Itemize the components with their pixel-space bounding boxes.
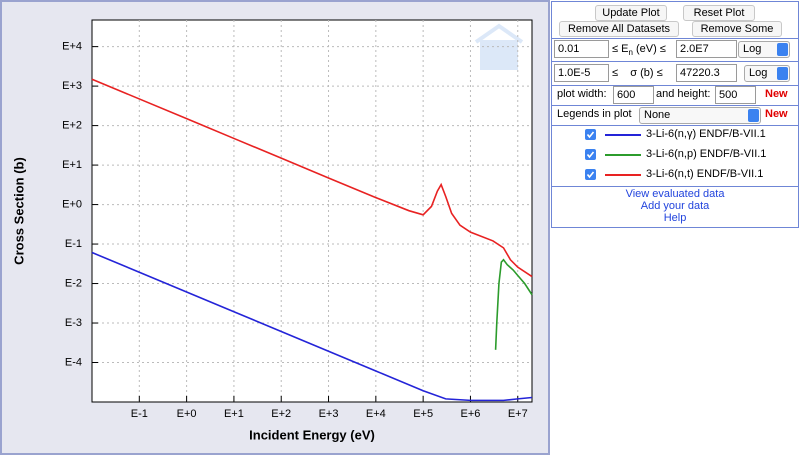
legend-swatch [605,154,641,156]
width-label: plot width: [557,88,607,100]
size-row: plot width: 600 and height: 500 New [552,85,798,106]
y-tick-label: E-3 [65,317,82,329]
width-input[interactable]: 600 [613,86,654,104]
dataset-list: 3-Li-6(n,γ) ENDF/B-VII.1 3-Li-6(n,p) ENDF… [552,125,798,187]
sigma-label: ≤ σ (b) ≤ [612,67,663,79]
legend-swatch [605,134,641,136]
legends-label: Legends in plot [557,108,632,120]
dataset-checkbox[interactable] [585,129,596,140]
energy-max-input[interactable]: 2.0E7 [676,40,737,58]
dataset-label: 3-Li-6(n,γ) ENDF/B-VII.1 [646,128,766,140]
series-line [91,78,533,278]
dataset-checkbox[interactable] [585,149,596,160]
sigma-max-input[interactable]: 47220.3 [676,64,737,82]
series-line [91,251,533,402]
energy-min-input[interactable]: 0.01 [554,40,609,58]
add-data-link[interactable]: Add your data [640,200,710,212]
height-label: and height: [656,88,711,100]
x-tick-label: E+6 [461,408,481,420]
reset-plot-button[interactable]: Reset Plot [683,5,755,21]
energy-scale-select[interactable]: Log [738,41,790,58]
x-tick-label: E-1 [131,408,148,420]
dataset-label: 3-Li-6(n,t) ENDF/B-VII.1 [646,168,764,180]
series-line [494,258,533,350]
remove-some-button[interactable]: Remove Some [692,21,782,37]
x-tick-label: E+1 [224,408,244,420]
energy-label-left: ≤ E [612,43,629,55]
y-tick-label: E+2 [62,119,82,131]
y-tick-label: E+1 [62,159,82,171]
y-tick-label: E+0 [62,198,82,210]
dataset-label: 3-Li-6(n,p) ENDF/B-VII.1 [646,148,767,160]
x-tick-label: E+5 [413,408,433,420]
y-tick-label: E-1 [65,238,82,250]
x-tick-label: E+0 [177,408,197,420]
logo [474,23,524,70]
y-axis-label: Cross Section (b) [11,157,26,265]
energy-label-right: (eV) ≤ [635,43,666,55]
energy-row: 0.01 ≤ En (eV) ≤ 2.0E7 Log [552,38,798,62]
x-axis-label: Incident Energy (eV) [249,427,375,442]
plot-area [91,19,533,403]
energy-label: ≤ En (eV) ≤ [612,43,666,57]
links-row: View evaluated data Add your data Help [552,186,798,227]
control-panel: Update Plot Reset Plot Remove All Datase… [551,1,799,228]
x-tick-label: E+4 [366,408,386,420]
plot-panel: Incident Energy (eV) Cross Section (b) E… [0,0,550,455]
height-input[interactable]: 500 [715,86,756,104]
y-tick-label: E-4 [65,356,82,368]
legends-row: Legends in plot None New [552,105,798,126]
new-size-button[interactable]: New [765,88,788,100]
dataset-checkbox[interactable] [585,169,596,180]
sigma-row: 1.0E-5 ≤ σ (b) ≤ 47220.3 Log [552,61,798,86]
x-tick-label: E+7 [508,408,528,420]
view-link[interactable]: View evaluated data [625,188,725,200]
chart: Incident Energy (eV) Cross Section (b) E… [11,19,533,442]
remove-all-button[interactable]: Remove All Datasets [559,21,679,37]
new-legends-button[interactable]: New [765,108,788,120]
sigma-scale-select[interactable]: Log [744,65,790,82]
x-tick-label: E+3 [319,408,339,420]
sigma-min-input[interactable]: 1.0E-5 [554,64,609,82]
legend-swatch [605,174,641,176]
y-tick-label: E-2 [65,277,82,289]
x-tick-label: E+2 [271,408,291,420]
help-link[interactable]: Help [663,212,687,224]
button-row: Update Plot Reset Plot Remove All Datase… [552,2,798,39]
update-plot-button[interactable]: Update Plot [595,5,667,21]
energy-label-sub: n [628,48,633,58]
legends-select[interactable]: None [639,107,761,124]
y-tick-label: E+4 [62,41,82,53]
y-tick-label: E+3 [62,80,82,92]
